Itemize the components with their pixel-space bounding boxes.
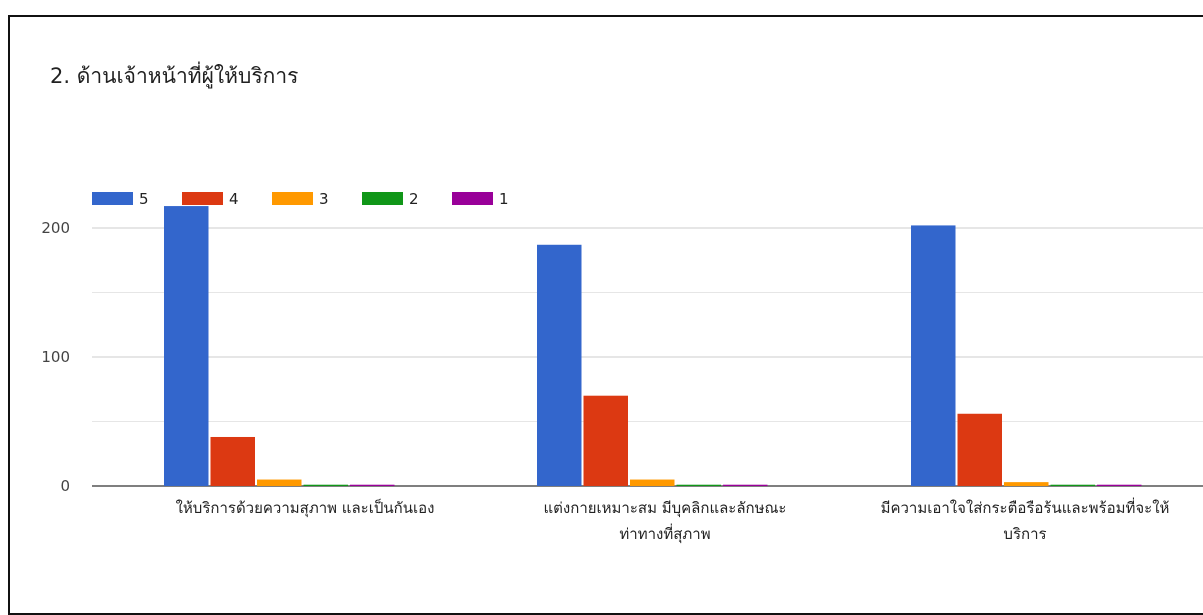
- bar-series-1: [1097, 484, 1142, 486]
- legend-swatch-4[interactable]: [182, 192, 223, 205]
- bar-series-3: [257, 479, 302, 486]
- bar-chart: 0 100 200 ให้บริการด้วยความสุภาพ และเป็นกัน…: [41, 190, 1203, 544]
- x-category-label: บริการ: [1003, 525, 1046, 543]
- y-tick-label: 0: [60, 477, 70, 495]
- bar-series-2: [676, 484, 721, 486]
- x-category-label: ให้บริการด้วยความสุภาพ และเป็นกันเอง: [176, 498, 435, 518]
- bar-series-1: [350, 484, 395, 486]
- x-category-label: มีความเอาใจใส่กระตือรือร้นและพร้อมที่จะใ…: [881, 497, 1170, 517]
- legend-label-3[interactable]: 3: [319, 190, 329, 208]
- legend-swatch-3[interactable]: [272, 192, 313, 205]
- bar-series-5: [164, 206, 209, 486]
- bars: [164, 206, 1142, 487]
- bar-series-2: [303, 484, 348, 486]
- legend[interactable]: 5 4 3 2 1: [92, 190, 509, 208]
- y-tick-label: 100: [41, 348, 70, 366]
- x-category-label: ท่าทางที่สุภาพ: [619, 523, 710, 544]
- legend-label-5[interactable]: 5: [139, 190, 149, 208]
- bar-series-3: [630, 479, 675, 486]
- gridlines: [92, 227, 1203, 487]
- bar-series-5: [537, 244, 582, 486]
- y-tick-label: 200: [41, 219, 70, 237]
- legend-label-1[interactable]: 1: [499, 190, 509, 208]
- bar-series-2: [1050, 484, 1095, 486]
- legend-label-4[interactable]: 4: [229, 190, 239, 208]
- bar-series-4: [957, 413, 1002, 486]
- legend-swatch-1[interactable]: [452, 192, 493, 205]
- chart-title: 2. ด้านเจ้าหน้าที่ผู้ให้บริการ: [50, 64, 299, 88]
- axes: 0 100 200 ให้บริการด้วยความสุภาพ และเป็นกัน…: [41, 219, 1169, 544]
- legend-swatch-5[interactable]: [92, 192, 133, 205]
- legend-swatch-2[interactable]: [362, 192, 403, 205]
- bar-series-4: [210, 436, 255, 486]
- bar-series-1: [723, 484, 768, 486]
- legend-label-2[interactable]: 2: [409, 190, 419, 208]
- x-category-label: แต่งกายเหมาะสม มีบุคลิกและลักษณะ: [544, 499, 787, 518]
- bar-series-5: [911, 225, 956, 487]
- bar-series-4: [583, 395, 628, 486]
- bar-series-3: [1004, 482, 1049, 486]
